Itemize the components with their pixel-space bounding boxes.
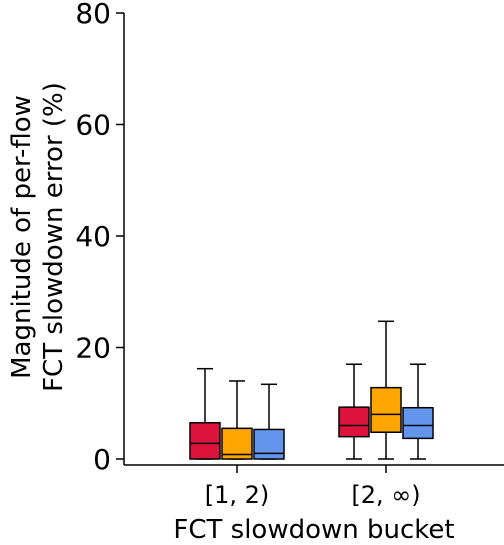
- y-axis-label-line-1: Magnitude of per-flow: [7, 95, 37, 379]
- box: [189, 367, 221, 460]
- y-axis-label-line-2: FCT slowdown error (%): [39, 82, 69, 392]
- y-tick-label: 60: [75, 109, 111, 142]
- box-body: [370, 386, 402, 433]
- box-body: [338, 406, 370, 438]
- box: [338, 363, 370, 460]
- box-body: [189, 422, 221, 460]
- box: [221, 380, 253, 460]
- box: [253, 383, 285, 460]
- x-tick-label: [2, ∞): [351, 481, 420, 509]
- box-body: [402, 406, 434, 440]
- y-tick-label: 40: [75, 220, 111, 253]
- x-axis-label: FCT slowdown bucket: [173, 515, 454, 545]
- y-tick-label: 80: [75, 0, 111, 30]
- boxes: [189, 320, 434, 460]
- y-axis: 0 20 40 60 80: [75, 0, 125, 476]
- y-tick-label: 0: [93, 443, 111, 476]
- box: [402, 363, 434, 460]
- x-axis: [1, 2) [2, ∞): [124, 464, 504, 509]
- y-tick-label: 20: [75, 332, 111, 365]
- x-tick-label: [1, 2): [205, 481, 270, 509]
- box-body: [253, 428, 285, 460]
- box: [370, 320, 402, 460]
